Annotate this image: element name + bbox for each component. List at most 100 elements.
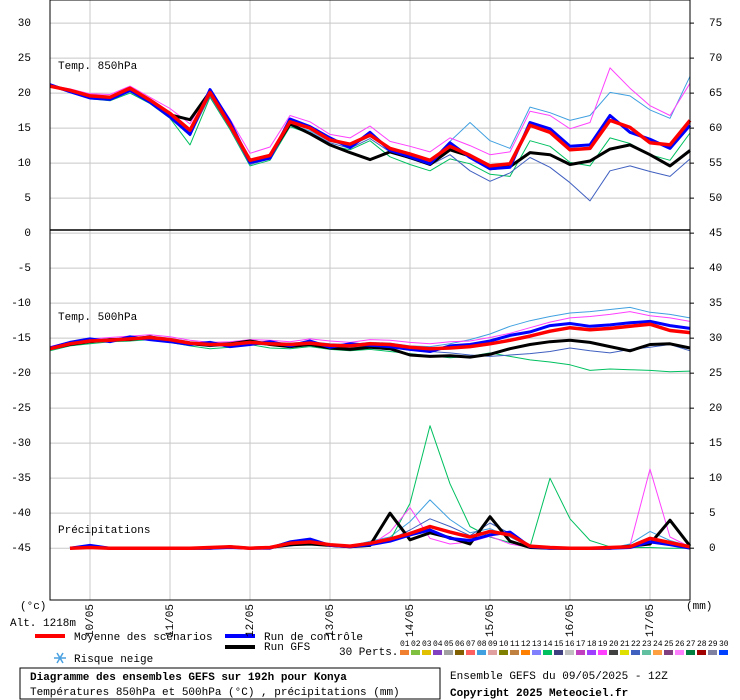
perturbation-label: 06 [455, 640, 465, 649]
x-tick-label: 13/05 [325, 604, 337, 637]
altitude: Alt. 1218m [10, 618, 76, 630]
y2-tick-label: 30 [709, 333, 722, 345]
perturbation-swatch [686, 650, 695, 655]
perturbation-label: 25 [664, 640, 674, 649]
y2-tick-label: 50 [709, 193, 722, 205]
chart-subtitle: Températures 850hPa et 500hPa (°C) , pré… [30, 687, 400, 699]
perturbation-label: 28 [697, 640, 707, 649]
panel-label: Précipitations [58, 525, 150, 537]
perturbation-label: 14 [543, 640, 553, 649]
series-line [49, 322, 691, 351]
perturbation-label: 12 [521, 640, 531, 649]
perturbation-label: 22 [631, 640, 641, 649]
perturbation-swatch [565, 650, 574, 655]
y2-tick-label: 25 [709, 368, 722, 380]
series-line [49, 83, 692, 171]
x-tick-label: 17/05 [645, 604, 657, 637]
y-tick-label: -30 [11, 438, 31, 450]
perturbation-label: 30 [719, 640, 729, 649]
perturbation-label: 01 [400, 640, 410, 649]
legend-label: Run GFS [264, 642, 311, 654]
perturbation-swatch [433, 650, 442, 655]
plot-lines [49, 67, 692, 550]
snow-icon [54, 652, 66, 664]
y2-tick-label: 70 [709, 53, 722, 65]
y2-tick-label: 45 [709, 228, 722, 240]
copyright: Copyright 2025 Meteociel.fr [450, 688, 628, 700]
perturbation-swatch [697, 650, 706, 655]
perturbation-label: 07 [466, 640, 476, 649]
perturbation-label: 17 [576, 640, 586, 649]
y2-tick-label: 10 [709, 473, 722, 485]
perturbation-swatch [675, 650, 684, 655]
grid [50, 0, 690, 600]
series-line [49, 84, 692, 168]
x-tick-label: 14/05 [405, 604, 417, 637]
y2-tick-label: 65 [709, 88, 722, 100]
perturbation-swatch [499, 650, 508, 655]
perturbation-swatch [576, 650, 585, 655]
perturbation-swatch [543, 650, 552, 655]
y-tick-label: 0 [24, 228, 31, 240]
perturbation-label: 05 [444, 640, 454, 649]
y-tick-label: -15 [11, 333, 31, 345]
y-tick-label: -5 [18, 263, 31, 275]
perturbation-swatch [598, 650, 607, 655]
y-tick-label: 25 [18, 53, 31, 65]
perturbation-label: 23 [642, 640, 652, 649]
y-tick-label: -25 [11, 403, 31, 415]
perturbation-swatch [444, 650, 453, 655]
perturbation-label: 20 [609, 640, 619, 649]
y2-tick-label: 40 [709, 263, 722, 275]
perturbation-swatch [510, 650, 519, 655]
perturbation-label: 08 [477, 640, 487, 649]
y-tick-label: -10 [11, 298, 31, 310]
run-info: Ensemble GEFS du 09/05/2025 - 12Z [450, 671, 668, 683]
perturbation-swatch [466, 650, 475, 655]
perturbation-label: 16 [565, 640, 575, 649]
perturbation-label: 24 [653, 640, 663, 649]
perturbation-swatch [554, 650, 563, 655]
perturbation-label: 09 [488, 640, 498, 649]
x-tick-label: 12/05 [245, 604, 257, 637]
perturbation-swatch [719, 650, 728, 655]
y-tick-label: 10 [18, 158, 31, 170]
perturbation-swatch [664, 650, 673, 655]
y2-tick-label: 35 [709, 298, 722, 310]
title-box [19, 667, 441, 700]
y-tick-label: -20 [11, 368, 31, 380]
perturbation-swatch [587, 650, 596, 655]
panel-label: Temp. 850hPa [58, 61, 138, 73]
perturbation-label: 26 [675, 640, 685, 649]
perturbation-swatch [411, 650, 420, 655]
chart-title: Diagramme des ensembles GEFS sur 192h po… [30, 672, 347, 684]
perturbation-label: 13 [532, 640, 542, 649]
y2-axis-label: (mm) [686, 601, 712, 613]
perturbation-swatch [642, 650, 651, 655]
series-line [69, 524, 691, 550]
panel-label: Temp. 500hPa [58, 312, 138, 324]
y2-tick-label: 20 [709, 403, 722, 415]
y2-tick-label: 75 [709, 18, 722, 30]
y-tick-label: -40 [11, 508, 31, 520]
perturbation-count: 30 Perts. [339, 647, 398, 659]
y2-tick-label: 0 [709, 543, 716, 555]
perturbation-label: 19 [598, 640, 608, 649]
perturbation-label: 10 [499, 640, 509, 649]
perturbation-swatch [488, 650, 497, 655]
y-tick-label: -35 [11, 473, 31, 485]
perturbation-swatch [521, 650, 530, 655]
series-line [49, 311, 691, 348]
perturbation-swatch [455, 650, 464, 655]
y-tick-label: 20 [18, 88, 31, 100]
x-tick-label: 11/05 [165, 604, 177, 637]
perturbation-swatch [631, 650, 640, 655]
x-tick-label: 10/05 [85, 604, 97, 637]
y-tick-label: 15 [18, 123, 31, 135]
perturbation-label: 15 [554, 640, 564, 649]
perturbation-label: 02 [411, 640, 421, 649]
x-tick-label: 15/05 [485, 604, 497, 637]
perturbation-swatch [400, 650, 409, 655]
